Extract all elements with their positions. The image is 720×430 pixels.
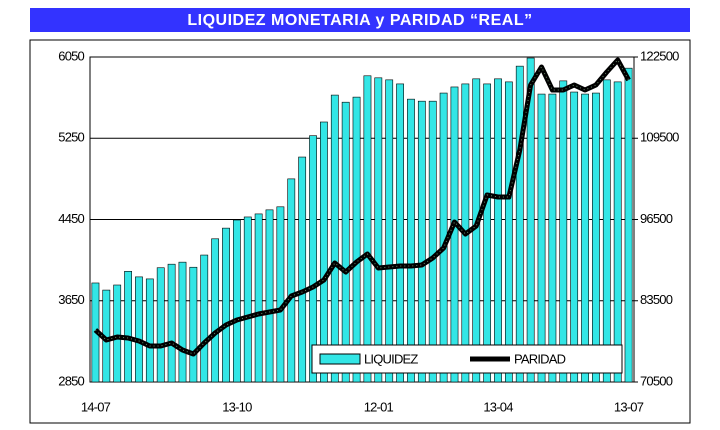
- bar: [276, 206, 285, 383]
- bar: [396, 83, 404, 383]
- bar: [385, 79, 394, 383]
- legend-box: [311, 344, 623, 374]
- x-tick-label: 13-04: [483, 399, 513, 414]
- bar: [287, 178, 296, 383]
- bar: [613, 81, 622, 383]
- title-bar: [30, 8, 690, 32]
- y-tick-label: 5250: [58, 130, 84, 145]
- bar: [222, 227, 230, 383]
- x-tick-label: 14-07: [81, 399, 111, 414]
- bar: [537, 93, 546, 383]
- bar: [200, 254, 209, 383]
- bar: [113, 284, 122, 383]
- bar: [298, 156, 307, 383]
- bar: [526, 57, 535, 383]
- bar: [592, 92, 600, 383]
- y2-tick-label: 70500: [640, 373, 673, 388]
- bar: [145, 278, 154, 383]
- line: [93, 57, 631, 357]
- legend-label: LIQUIDEZ: [364, 351, 418, 366]
- bar: [167, 263, 176, 383]
- y-tick-label: 4450: [58, 211, 84, 226]
- y2-tick-label: 109500: [640, 130, 679, 145]
- bar: [309, 135, 317, 383]
- x-tick-label: 12-01: [364, 399, 394, 414]
- bar: [156, 267, 165, 383]
- bar: [374, 77, 383, 383]
- bar: [135, 276, 143, 383]
- bar: [341, 101, 350, 383]
- bar: [254, 213, 263, 383]
- bar: [407, 98, 415, 383]
- bar: [265, 209, 274, 383]
- bar: [363, 75, 372, 383]
- bar: [428, 100, 437, 383]
- bar: [189, 266, 198, 383]
- y-tick-label: 6050: [58, 48, 84, 63]
- y2-tick-label: 122500: [640, 48, 679, 63]
- bar: [320, 121, 328, 383]
- x-tick-label: 13-10: [222, 399, 252, 414]
- bar: [559, 80, 568, 383]
- y2-tick-label: 83500: [640, 292, 673, 307]
- y-tick-label: 2850: [58, 373, 84, 388]
- bar: [178, 261, 187, 383]
- bar: [504, 81, 513, 383]
- bar: [417, 100, 426, 383]
- bar: [232, 219, 241, 383]
- bar: [624, 67, 633, 383]
- bar: [352, 96, 361, 383]
- chart-title: LIQUIDEZ MONETARIA y PARIDAD “REAL”: [187, 12, 532, 29]
- y2-tick-label: 96500: [640, 211, 673, 226]
- bar: [211, 238, 220, 383]
- bar: [602, 79, 611, 383]
- chart-frame: [29, 39, 691, 424]
- bar: [330, 94, 339, 383]
- x-tick-label: 13-07: [614, 399, 644, 414]
- bar: [483, 83, 492, 383]
- legend-swatch: [319, 353, 361, 365]
- bar: [548, 93, 557, 383]
- bar: [243, 216, 252, 383]
- bar: [494, 78, 502, 383]
- bar: [124, 270, 132, 383]
- bar: [515, 65, 524, 383]
- bar: [570, 91, 579, 383]
- legend-label: PARIDAD: [514, 351, 566, 366]
- y-tick-label: 3650: [58, 292, 84, 307]
- bar: [581, 93, 589, 383]
